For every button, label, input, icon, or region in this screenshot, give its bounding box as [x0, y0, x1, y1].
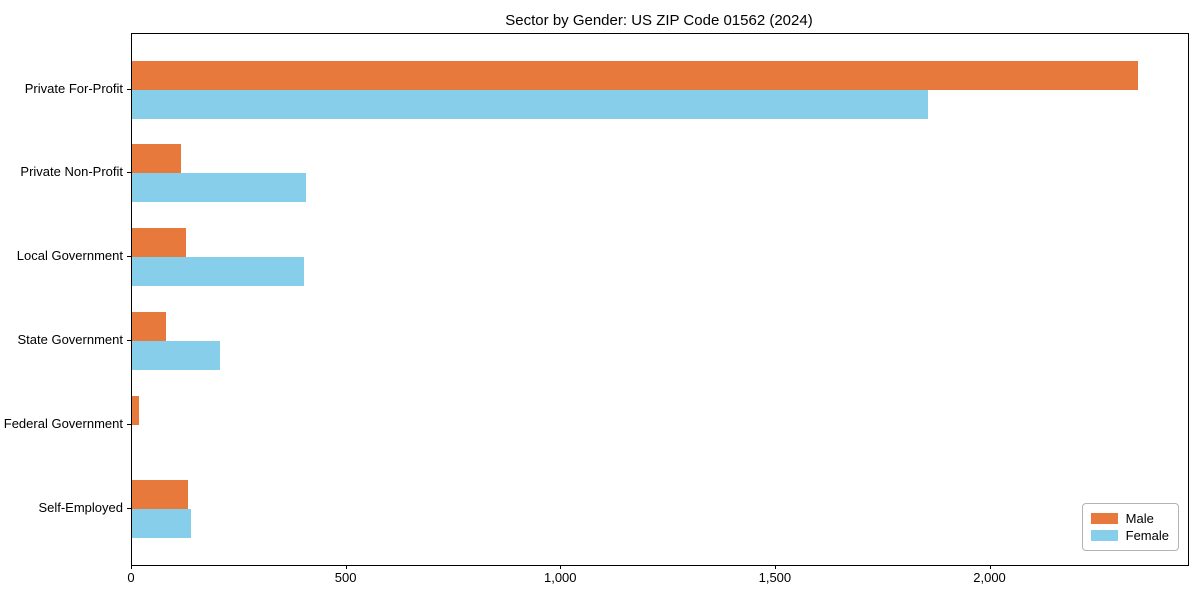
y-tick-private-for-profit [127, 88, 131, 90]
bar-female-state-government [132, 340, 220, 370]
legend-label-female: Female [1125, 528, 1169, 543]
legend-label-male: Male [1125, 511, 1154, 526]
y-tick-federal-government [127, 423, 131, 425]
x-tick-1-500 [774, 565, 776, 569]
x-tick-label-500: 500 [334, 570, 357, 585]
bar-male-state-government [132, 311, 167, 341]
legend-swatch-male [1090, 513, 1118, 524]
y-tick-label-private-for-profit: Private For-Profit [24, 80, 123, 96]
y-tick-label-state-government: State Government [17, 331, 124, 347]
bar-female-private-non-profit [132, 173, 307, 203]
x-tick-label-1-500: 1,500 [758, 570, 792, 585]
x-tick-1-000 [560, 565, 562, 569]
bar-male-federal-government [132, 395, 140, 425]
legend-entry-female: Female [1090, 527, 1169, 544]
bar-male-self-employed [132, 479, 189, 509]
y-tick-label-self-employed: Self-Employed [38, 499, 123, 515]
bar-female-self-employed [132, 508, 192, 538]
legend: Male Female [1081, 503, 1179, 551]
y-tick-label-local-government: Local Government [16, 248, 123, 264]
bar-female-private-for-profit [132, 89, 929, 119]
y-tick-label-private-non-profit: Private Non-Profit [20, 164, 123, 180]
bar-male-local-government [132, 228, 187, 258]
chart-title: Sector by Gender: US ZIP Code 01562 (202… [505, 12, 813, 29]
x-tick-0 [131, 565, 132, 569]
x-tick-label-0: 0 [127, 570, 135, 585]
x-tick-label-2-000: 2,000 [973, 570, 1006, 585]
y-tick-self-employed [127, 507, 131, 509]
x-tick-label-1-000: 1,000 [543, 570, 577, 585]
legend-entry-male: Male [1090, 510, 1169, 527]
y-tick-state-government [127, 339, 131, 341]
y-tick-local-government [127, 256, 131, 258]
bar-male-private-non-profit [132, 144, 181, 174]
x-tick-2-000 [989, 565, 991, 569]
bar-female-local-government [132, 257, 305, 287]
y-tick-label-federal-government: Federal Government [3, 415, 123, 431]
y-tick-private-non-profit [127, 172, 131, 174]
plot-area: Male Female [131, 33, 1189, 566]
x-tick-500 [345, 565, 347, 569]
legend-swatch-female [1090, 530, 1118, 541]
bar-male-private-for-profit [132, 60, 1138, 90]
